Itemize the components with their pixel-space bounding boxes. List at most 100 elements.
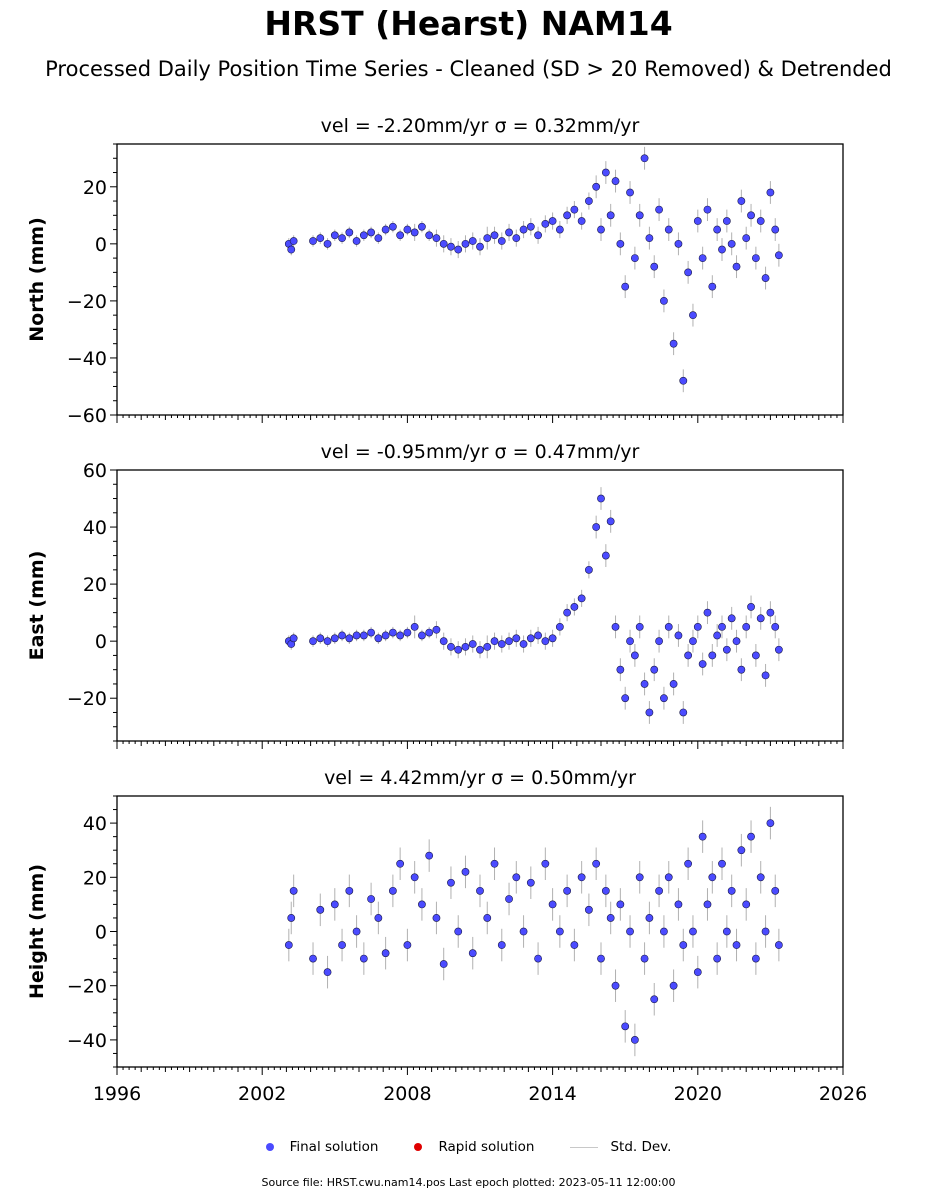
data-point [352,927,361,936]
data-point [703,608,712,617]
y-tick-label: 40 [83,517,107,539]
data-point [650,995,659,1004]
data-point [541,219,550,228]
data-point [309,954,317,963]
data-point [698,254,707,263]
data-point [505,895,513,903]
data-point [345,886,354,895]
data-point [737,846,746,855]
legend-marker-rapid [414,1143,423,1151]
data-point [439,637,448,646]
data-point [476,886,484,895]
data-point [555,927,564,936]
data-point [698,832,707,841]
data-point [713,225,722,234]
y-tick-label: −40 [67,348,107,370]
data-point [289,634,298,643]
data-point [669,339,678,348]
data-point [330,231,339,240]
data-point [732,262,741,271]
height-panel: vel = 4.42mm/yr σ = 0.50mm/yr Height (mm)… [26,767,867,1105]
data-point [476,242,484,251]
data-point [597,225,605,234]
data-point [693,217,702,225]
data-point [563,211,572,220]
data-point [352,631,361,640]
east-panel: vel = -0.95mm/yr σ = 0.47mm/yr East (mm) −… [26,441,844,749]
data-point [367,628,375,637]
data-point [323,637,332,646]
data-point [374,914,383,922]
data-point [359,231,368,240]
data-point [403,225,412,234]
y-tick-label: 20 [83,867,107,889]
data-point [418,900,426,909]
data-point [345,228,354,237]
data-point [664,622,673,631]
data-point [374,634,383,643]
data-point [597,494,605,503]
plot-area [284,806,783,1057]
data-point [703,205,712,214]
legend-label-rapid: Rapid solution [438,1139,535,1155]
data-point [732,941,741,949]
data-point [592,859,601,868]
data-point [669,680,678,688]
data-point [718,622,726,631]
data-point [679,941,688,949]
plot-area [284,146,783,393]
data-point [396,859,405,868]
data-point [526,878,535,887]
data-point [338,941,346,949]
data-point [287,245,296,254]
plot-frame [116,143,844,416]
data-point [718,245,726,254]
data-point [616,900,625,909]
data-point [635,211,644,220]
data-point [359,631,368,640]
data-point [461,239,470,248]
data-point [585,565,593,574]
data-point [626,188,634,197]
data-point [679,376,688,385]
data-point [316,234,325,243]
data-point [771,225,780,234]
data-point [771,622,780,631]
data-point [388,628,397,637]
data-point [403,628,412,637]
data-point [611,622,620,631]
y-tick-label: 20 [83,574,107,596]
data-point [316,634,325,643]
data-point [655,886,663,895]
data-point [635,873,644,882]
data-point [655,637,663,646]
data-point [722,645,731,654]
data-point [454,645,463,654]
data-point [674,239,683,248]
data-point [727,239,736,248]
data-point [737,665,746,674]
y-tick-label: 0 [95,922,107,944]
data-point [483,914,492,922]
data-point [722,927,731,936]
data-point [410,228,419,237]
data-point [425,231,434,240]
data-point [679,708,688,717]
panel-title: vel = 4.42mm/yr σ = 0.50mm/yr [324,767,636,789]
data-point [410,622,419,631]
data-point [708,282,717,291]
x-tick-label: 2002 [238,1083,286,1105]
data-point [425,628,434,637]
north-panel: vel = -2.20mm/yr σ = 0.32mm/yr North (mm)… [26,115,844,427]
data-point [698,660,707,668]
data-point [548,900,557,909]
data-point [309,637,317,646]
y-tick-label: −20 [67,291,107,313]
data-point [635,622,644,631]
data-point [689,637,697,646]
data-point [626,927,634,936]
data-point [577,594,586,603]
y-axis-label: East (mm) [26,551,48,661]
data-point [747,211,755,220]
data-point [403,941,412,949]
